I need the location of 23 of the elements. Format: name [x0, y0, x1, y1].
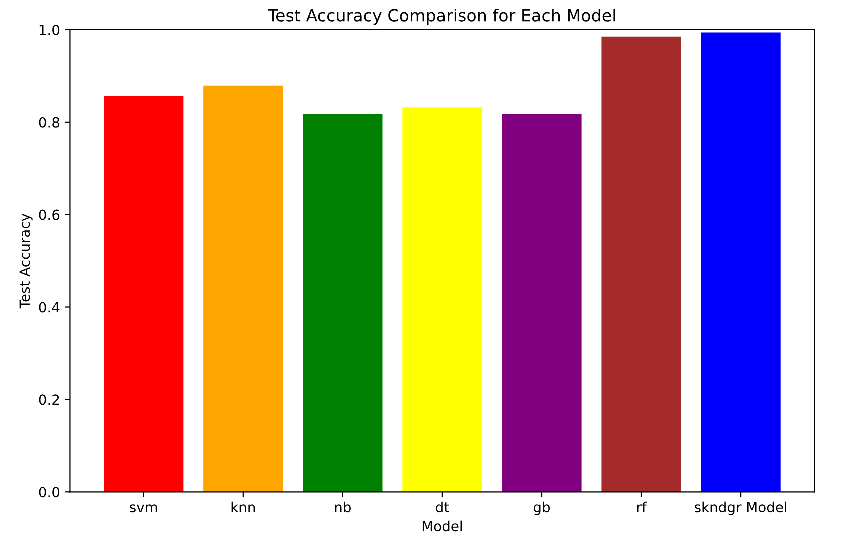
y-tick-label: 0.2 [39, 394, 60, 406]
x-tick-label: gb [534, 502, 550, 516]
chart-title: Test Accuracy Comparison for Each Model [268, 8, 616, 26]
bar [602, 36, 682, 492]
x-tick-label: svm [130, 504, 158, 513]
y-tick-label: 0.0 [39, 487, 60, 498]
bar [303, 114, 383, 492]
y-tick-label: 1.0 [40, 24, 60, 36]
bar [104, 96, 184, 492]
x-tick-label: skndgr Model [695, 502, 787, 516]
y-axis-title: Test Accuracy [20, 214, 33, 309]
y-tick-label: 0.4 [39, 302, 60, 313]
x-axis-title: Model [422, 520, 462, 532]
x-tick-label: rf [637, 502, 648, 512]
x-tick-label: knn [232, 502, 256, 512]
y-tick-label: 0.8 [39, 117, 60, 128]
x-tick-label: nb [335, 502, 351, 513]
bar [701, 32, 781, 492]
bar [502, 114, 582, 492]
x-tick-label: dt [436, 502, 450, 513]
bar [204, 86, 284, 492]
y-tick-label: 0.6 [39, 210, 60, 220]
bar [402, 108, 482, 492]
